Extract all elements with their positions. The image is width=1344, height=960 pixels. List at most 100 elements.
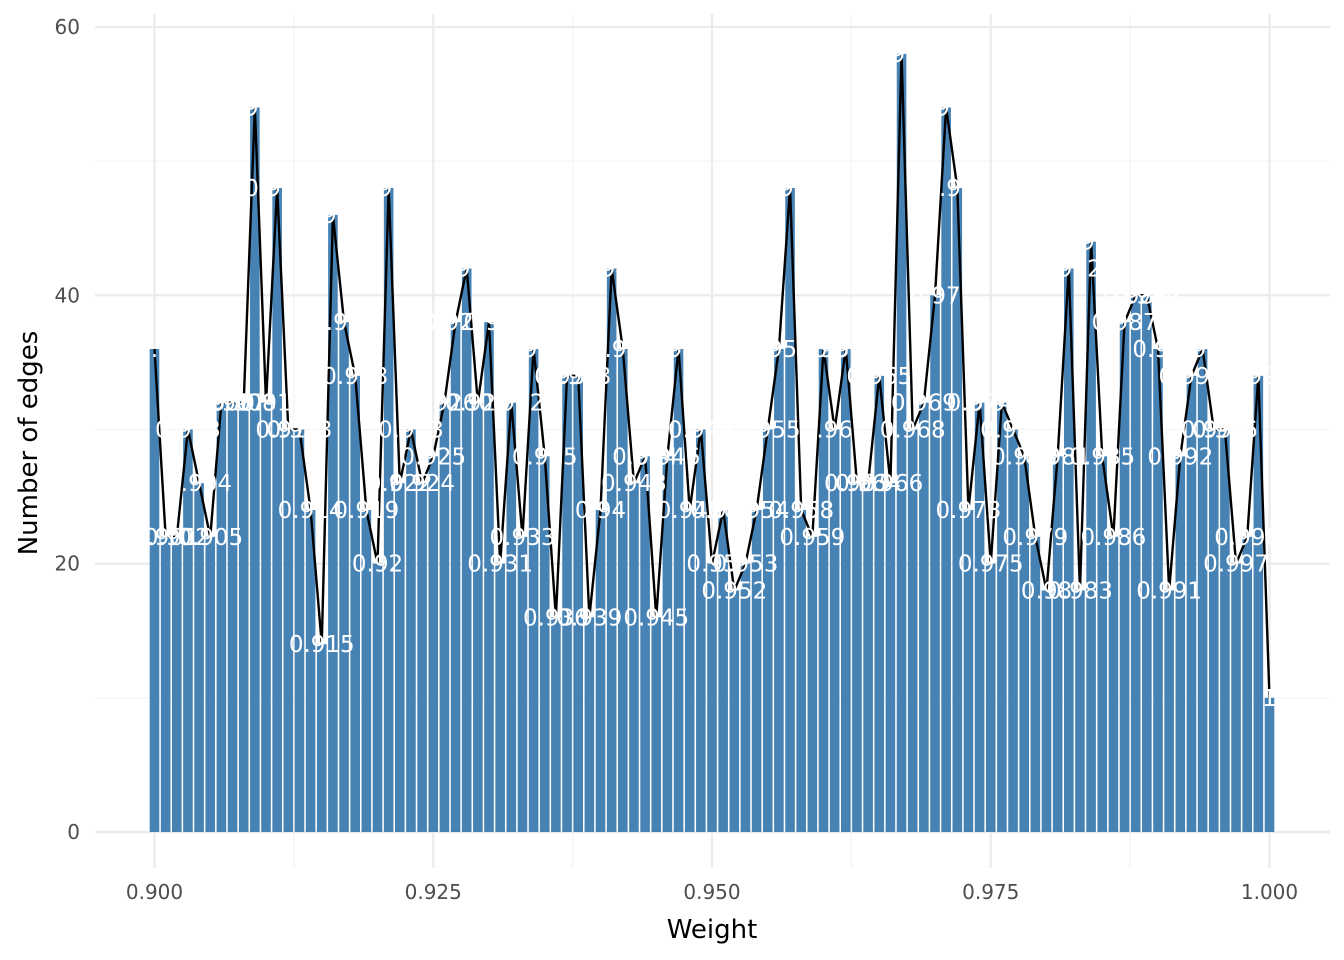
bar-label: 0.905: [177, 525, 243, 551]
bar-label: 0.98: [1021, 579, 1072, 605]
bar: [1108, 536, 1119, 832]
bar: [1008, 429, 1018, 832]
bar-label: 0.904: [166, 471, 232, 497]
bar: [930, 295, 940, 832]
bar-label: 0.931: [467, 552, 533, 578]
bar: [896, 53, 907, 833]
bar: [573, 375, 583, 832]
bar-label: 0.956: [746, 337, 812, 363]
y-tick-label: 40: [55, 283, 80, 307]
bar: [584, 617, 595, 832]
y-tick-label: 60: [55, 15, 80, 39]
x-tick-label: 0.925: [405, 880, 462, 904]
bar: [361, 510, 372, 832]
bar-label: 0.915: [289, 632, 355, 658]
bar: [606, 268, 617, 832]
bar-label: 0.938: [545, 364, 611, 390]
bar-label: 0.957: [757, 176, 823, 202]
bar: [562, 375, 572, 832]
bar-label: 0.925: [400, 444, 466, 470]
bar: [517, 536, 528, 832]
bar-label: 0.942: [590, 337, 656, 363]
bar: [417, 483, 427, 832]
bar: [874, 375, 885, 832]
bar-label: 0.909: [222, 96, 288, 122]
bar: [450, 322, 461, 832]
bar: [673, 349, 684, 832]
bar-label: 0.966: [857, 471, 923, 497]
bar: [283, 429, 294, 832]
bar-label: 0.951: [690, 498, 756, 524]
bar: [1041, 590, 1052, 832]
bar: [1175, 456, 1186, 832]
bar-label: 0.959: [779, 525, 845, 551]
bar: [952, 188, 963, 832]
bar: [1030, 536, 1041, 832]
bar: [852, 483, 862, 832]
bars-layer: [149, 53, 1275, 833]
bar-labels-layer: 0.90.9010.9020.9030.9040.9050.9060.9070.…: [133, 42, 1292, 712]
bar-label: 0.922: [367, 471, 433, 497]
bar: [907, 429, 918, 832]
bar-label: 0.955: [735, 418, 801, 444]
bar: [1231, 563, 1241, 832]
bar: [328, 214, 338, 833]
bar: [316, 644, 327, 832]
bar-label: 0.92: [352, 552, 403, 578]
bar: [250, 107, 260, 832]
bar: [551, 617, 561, 832]
bar: [1164, 590, 1174, 832]
bar: [495, 563, 505, 832]
bar-label: 0.954: [724, 498, 790, 524]
bar-label: 0.999: [1225, 364, 1291, 390]
bar-label: 0.928: [434, 257, 500, 283]
x-tick-label: 0.900: [126, 880, 183, 904]
bar-label: 0.934: [501, 337, 567, 363]
bar-label: 0.929: [445, 391, 511, 417]
bar: [718, 510, 728, 832]
bar: [339, 322, 349, 832]
bar: [841, 349, 851, 832]
bar: [985, 563, 996, 832]
bar: [1086, 241, 1096, 832]
bar-label: 1: [1262, 686, 1277, 712]
bar-label: 0.903: [155, 418, 221, 444]
bar-label: 0.984: [1058, 230, 1124, 256]
bar-label: 0.937: [534, 364, 600, 390]
bar-label: 0.917: [311, 310, 377, 336]
bar: [149, 349, 160, 832]
bar-label: 0.973: [936, 498, 1002, 524]
bar-label: 0.979: [1002, 525, 1068, 551]
bar-label: 0.983: [1047, 579, 1113, 605]
x-tick-label: 0.950: [683, 880, 740, 904]
bar-label: 0.992: [1147, 444, 1213, 470]
bar-label: 0.91: [240, 391, 291, 417]
bar-label: 0.911: [244, 176, 310, 202]
bar: [1186, 375, 1197, 832]
bar: [818, 349, 829, 832]
bar: [863, 483, 873, 832]
bar: [651, 617, 662, 832]
bar-label: 0.977: [980, 418, 1046, 444]
x-tick-label: 0.975: [962, 880, 1019, 904]
bar: [618, 349, 628, 832]
bar-label: 0.936: [523, 605, 589, 631]
bar-label: 0.906: [188, 391, 254, 417]
y-axis-title: Number of edges: [14, 331, 44, 556]
bar: [1264, 697, 1275, 832]
bar: [595, 510, 606, 832]
bar-label: 0.914: [278, 498, 344, 524]
bar-label: 0.987: [1092, 310, 1158, 336]
bar: [1097, 456, 1108, 832]
bar-label: 0.989: [1114, 283, 1180, 309]
bar-label: 0.975: [958, 552, 1024, 578]
bar: [662, 456, 673, 832]
bar-label: 0.991: [1136, 579, 1202, 605]
bar-label: 0.982: [1036, 257, 1102, 283]
bar: [707, 563, 717, 832]
bar-label: 0.912: [255, 418, 321, 444]
bar: [919, 402, 929, 832]
bar: [216, 402, 227, 832]
bar-label: 0.97: [909, 283, 960, 309]
bar: [696, 429, 706, 832]
